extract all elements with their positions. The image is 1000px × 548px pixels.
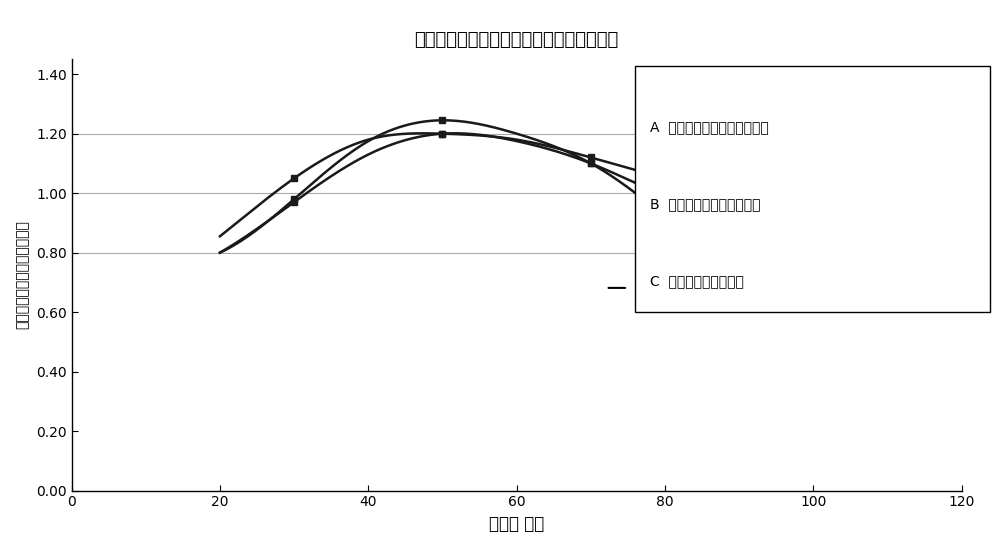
Text: A: A: [821, 207, 831, 221]
Text: C: C: [680, 282, 691, 297]
Text: B: B: [821, 238, 831, 254]
Text: B  老势公猪蛋白质沉积速度: B 老势公猪蛋白质沉积速度: [650, 197, 761, 212]
Title: 杜大长生长肥育猪潜在蛋白质沉积速度曲线: 杜大长生长肥育猪潜在蛋白质沉积速度曲线: [415, 31, 619, 49]
Text: C  母猪蛋白质沉积速度: C 母猪蛋白质沉积速度: [650, 274, 744, 288]
X-axis label: 活体重 千克: 活体重 千克: [489, 515, 544, 533]
Text: A  老势公母猪蛋白质沉积速度: A 老势公母猪蛋白质沉积速度: [650, 121, 769, 135]
Y-axis label: 蛋白质潜在沉积速度（系数）: 蛋白质潜在沉积速度（系数）: [15, 220, 29, 329]
